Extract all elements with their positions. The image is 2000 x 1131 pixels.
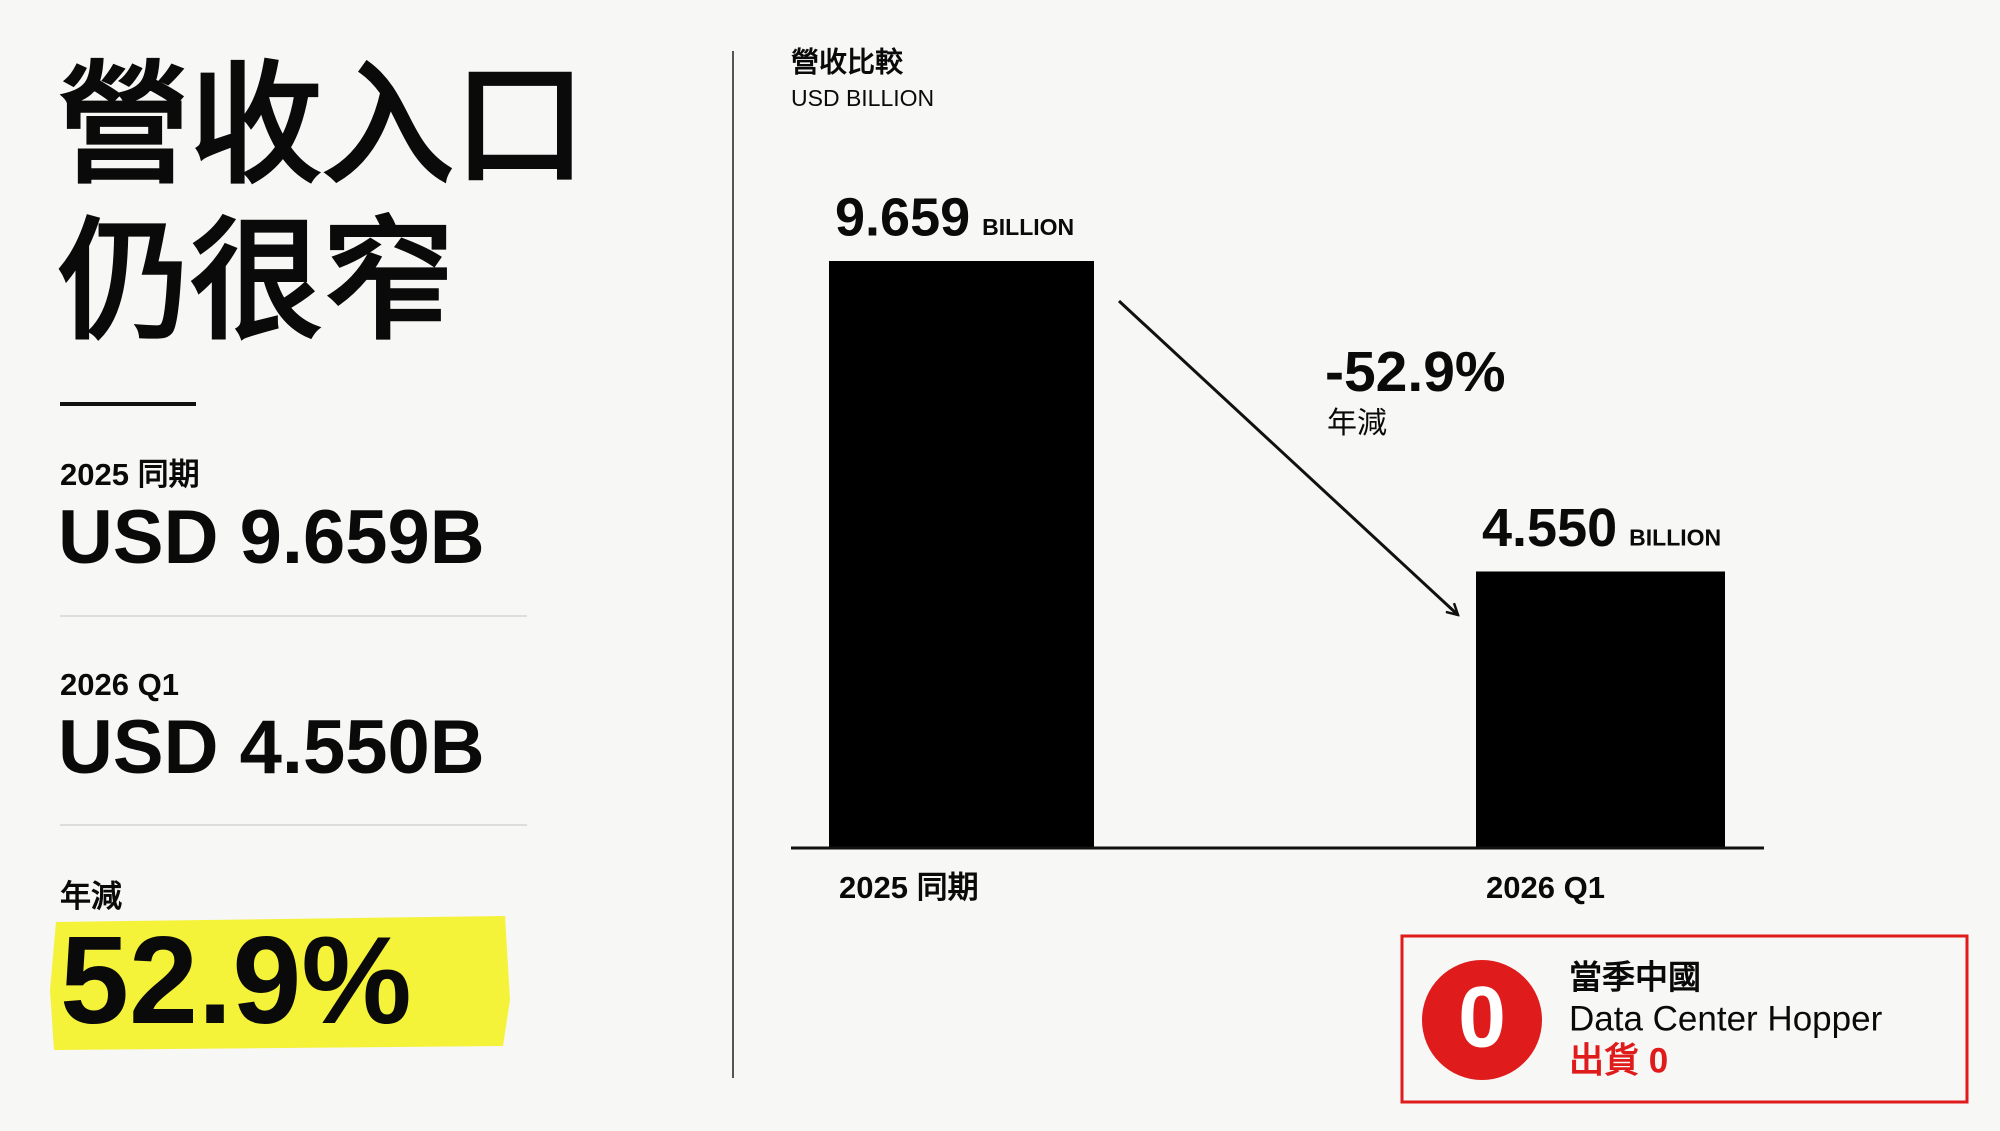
callout-box	[1400, 934, 1969, 1104]
callout-text: Data Center Hopper	[1569, 999, 1883, 1038]
stat-label: 2026 Q1	[60, 667, 179, 702]
stat-label: 2025 同期	[60, 457, 200, 492]
x-tick-label: 2025 同期	[839, 870, 979, 905]
value-label: 9.659	[835, 187, 970, 247]
stat-value-highlight: 52.9%	[60, 912, 412, 1050]
chart-subtitle: USD BILLION	[791, 85, 934, 111]
stat-value: USD 4.550B	[58, 705, 485, 790]
bar	[829, 261, 1094, 848]
chart-title: 營收比較	[791, 45, 904, 77]
badge-text: 0	[1458, 970, 1506, 1066]
trend-arrow	[1117, 299, 1458, 615]
plot: 9.659 BILLION 2025 同期 4.550 BILLION 2026 Q1	[791, 187, 1764, 905]
bar	[1476, 571, 1725, 848]
stat-value: USD 9.659B	[58, 495, 485, 580]
headline: 營收入口	[58, 52, 586, 199]
highlight	[50, 916, 510, 1050]
value-unit: BILLION	[982, 214, 1074, 240]
value-unit: BILLION	[1629, 525, 1721, 551]
x-tick-label: 2026 Q1	[1486, 870, 1605, 905]
value-label: 4.550	[1482, 498, 1617, 558]
badge-inner	[1454, 992, 1510, 1048]
callout-title: 當季中國	[1569, 959, 1701, 996]
callout-text: 出貨 0	[1569, 1041, 1668, 1080]
headline: 仍很窄	[58, 208, 454, 355]
annotation: -52.9%	[1325, 340, 1506, 404]
stat-label: 年減	[60, 879, 122, 914]
annotation-label: 年減	[1327, 407, 1387, 440]
